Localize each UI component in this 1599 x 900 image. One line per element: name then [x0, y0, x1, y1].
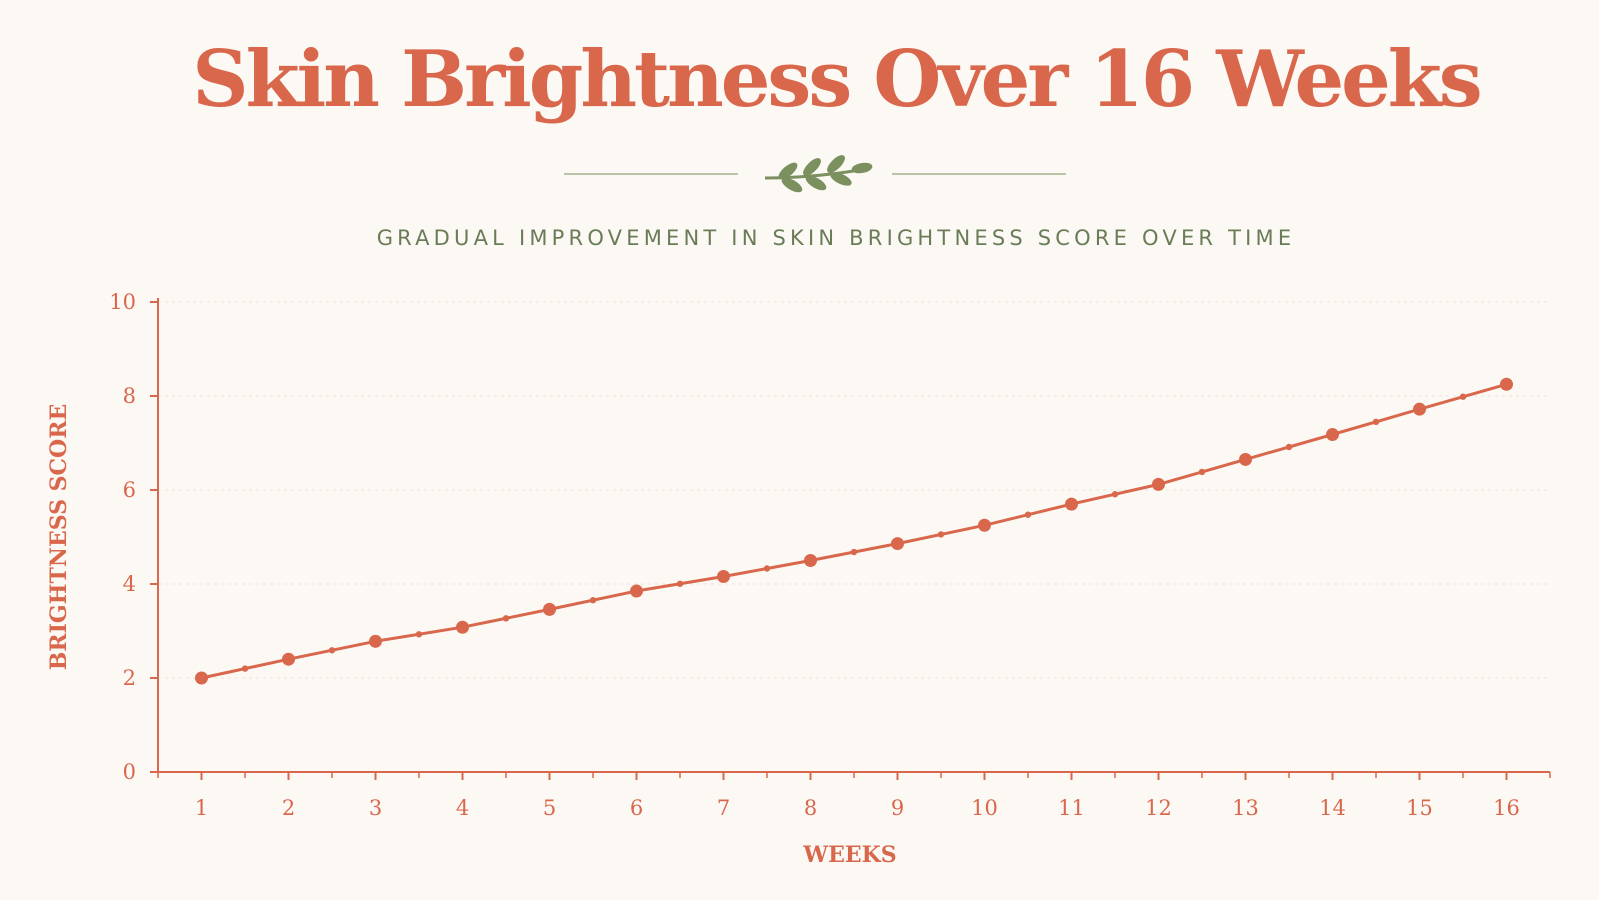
data-point: [1500, 377, 1513, 391]
y-tick-label: 4: [123, 572, 136, 596]
series-minor-point: [328, 647, 336, 654]
x-tick-label: 5: [543, 796, 556, 820]
data-point: [891, 537, 904, 551]
x-tick-label: 8: [804, 796, 817, 820]
data-point: [804, 554, 817, 567]
x-tick-label: 1: [195, 796, 208, 820]
x-tick-label: 3: [369, 796, 382, 820]
data-point: [1065, 497, 1078, 511]
data-point: [630, 584, 643, 598]
gridlines: [158, 301, 1550, 679]
series-minor-point: [589, 597, 597, 604]
x-tick-label: 13: [1232, 796, 1259, 820]
y-tick-label: 10: [109, 290, 136, 314]
x-tick-label: 16: [1493, 796, 1520, 820]
y-tick-label: 6: [123, 478, 136, 502]
series-minor-point: [1285, 443, 1293, 451]
x-tick-label: 10: [971, 796, 998, 820]
data-point: [978, 518, 991, 532]
series-minor-point: [415, 631, 423, 638]
data-point: [1326, 428, 1339, 442]
leaf-sprig-icon: [564, 155, 1066, 193]
x-tick-label: 9: [891, 796, 904, 820]
data-point: [195, 671, 208, 685]
series-minor-point: [241, 665, 249, 672]
x-tick-label: 4: [456, 796, 469, 820]
data-point: [1413, 402, 1426, 416]
data-point: [282, 652, 295, 666]
x-tick-label: 7: [717, 796, 730, 820]
series-minor-point: [1459, 393, 1467, 400]
series-minor-point: [850, 548, 858, 556]
y-tick-label: 8: [123, 384, 136, 408]
y-tick-label: 2: [123, 666, 136, 690]
chart-title: Skin Brightness Over 16 Weeks: [192, 34, 1482, 125]
series-minor-point: [676, 580, 684, 587]
series-minor-point: [1024, 511, 1032, 518]
x-tick-label: 11: [1058, 796, 1085, 820]
series-minor-point: [502, 615, 510, 622]
x-tick-label: 12: [1145, 796, 1172, 820]
chart-subtitle: GRADUAL IMPROVEMENT IN SKIN BRIGHTNESS S…: [376, 226, 1296, 250]
series-minor-point: [1111, 491, 1119, 498]
x-axis-title: WEEKS: [802, 842, 896, 868]
series-minor-point: [763, 565, 771, 572]
data-point: [717, 569, 730, 583]
series-minor-point: [1198, 468, 1206, 476]
x-tick-label: 14: [1319, 796, 1346, 820]
data-point: [1152, 477, 1165, 491]
data-point: [543, 602, 556, 616]
leaf-sprig: [764, 155, 873, 193]
x-tick-label: 6: [630, 796, 643, 820]
series-minor-point: [937, 531, 945, 538]
series-minor-point: [1372, 418, 1380, 426]
x-tick-label: 15: [1406, 796, 1433, 820]
data-point: [369, 634, 382, 648]
series: [195, 377, 1513, 685]
x-tick-label: 2: [282, 796, 295, 820]
y-tick-label: 0: [123, 760, 136, 784]
y-axis-title: BRIGHTNESS SCORE: [46, 404, 72, 671]
series-line: [200, 382, 1508, 680]
data-point: [1239, 452, 1252, 466]
axes: [150, 298, 1551, 780]
data-point: [456, 620, 469, 634]
